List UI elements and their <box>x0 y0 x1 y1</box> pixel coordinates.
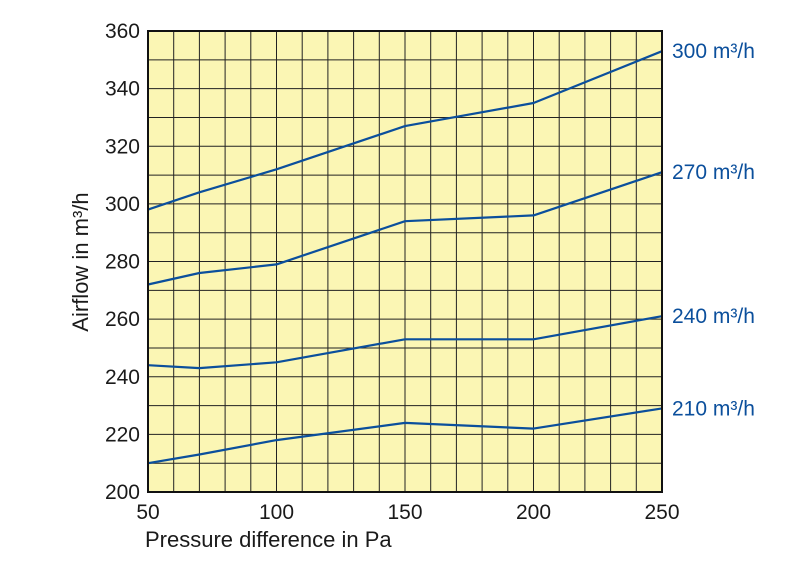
x-tick-label: 100 <box>259 501 294 524</box>
y-axis-title: Airflow in m³/h <box>68 192 93 331</box>
grid <box>148 31 662 492</box>
y-tick-label: 200 <box>105 481 140 504</box>
x-tick-label: 50 <box>136 501 159 524</box>
series-line <box>147 50 663 211</box>
x-tick-label: 200 <box>516 501 551 524</box>
y-tick-label: 220 <box>105 423 140 446</box>
plot-frame <box>147 30 663 493</box>
y-tick-label: 360 <box>105 20 140 43</box>
x-tick-labels: 50 100 150 200 250 <box>136 501 679 524</box>
y-tick-label: 340 <box>105 78 140 101</box>
y-tick-labels: 200 220 240 260 280 300 320 340 360 <box>105 20 140 504</box>
series-label: 210 m³/h <box>672 397 755 420</box>
y-tick-label: 300 <box>105 193 140 216</box>
y-tick-label: 240 <box>105 366 140 389</box>
series-label: 240 m³/h <box>672 305 755 328</box>
series-line <box>147 315 663 370</box>
x-tick-label: 250 <box>644 501 679 524</box>
x-tick-label: 150 <box>387 501 422 524</box>
x-axis-title: Pressure difference in Pa <box>145 527 392 552</box>
series-line <box>147 171 663 286</box>
series-line <box>147 407 663 465</box>
series-label: 300 m³/h <box>672 40 755 63</box>
series-lines <box>147 50 663 465</box>
series-labels: 300 m³/h 270 m³/h 240 m³/h 210 m³/h <box>672 40 755 420</box>
y-tick-label: 320 <box>105 135 140 158</box>
y-tick-label: 260 <box>105 308 140 331</box>
series-label: 270 m³/h <box>672 161 755 184</box>
y-tick-label: 280 <box>105 251 140 274</box>
